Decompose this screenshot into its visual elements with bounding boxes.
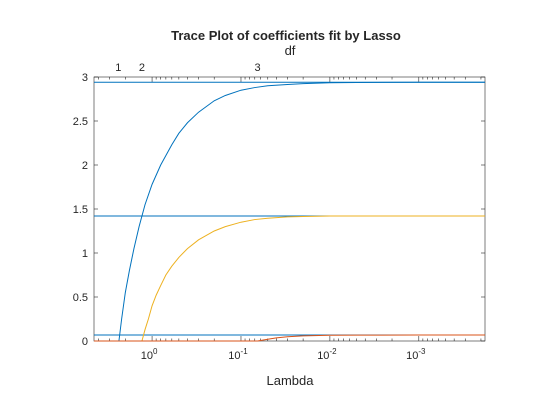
- x-tick-exponent: 0: [153, 347, 158, 356]
- y-tick-label: 1: [82, 248, 88, 260]
- coefficient-trace-1: [94, 81, 485, 342]
- x-tick-base: 10: [228, 350, 240, 362]
- top-axis-label: df: [285, 43, 296, 58]
- coefficient-trace-2: [94, 215, 485, 342]
- x-tick-label: 100: [141, 347, 158, 362]
- x-tick-label: 10-2: [317, 347, 337, 362]
- df-tick-label: 1: [115, 62, 121, 74]
- df-tick-label: 3: [255, 62, 261, 74]
- y-tick-label: 2.5: [73, 116, 88, 128]
- x-tick-base: 10: [317, 350, 329, 362]
- coefficient-trace-3: [94, 334, 485, 342]
- y-tick-label: 2: [82, 160, 88, 172]
- x-tick-base: 10: [141, 350, 153, 362]
- x-tick-base: 10: [406, 350, 418, 362]
- df-tick-label: 2: [139, 62, 145, 74]
- x-tick-exponent: -1: [241, 347, 249, 356]
- x-tick-label: 10-3: [406, 347, 426, 362]
- y-tick-label: 1.5: [73, 204, 88, 216]
- y-tick-label: 0.5: [73, 292, 88, 304]
- y-tick-label: 3: [82, 72, 88, 84]
- x-tick-exponent: -3: [418, 347, 426, 356]
- chart-title: Trace Plot of coefficients fit by Lasso: [171, 28, 401, 43]
- x-tick-label: 10-1: [228, 347, 248, 362]
- y-tick-label: 0: [82, 336, 88, 348]
- x-tick-exponent: -2: [329, 347, 337, 356]
- x-axis-label: Lambda: [267, 373, 315, 388]
